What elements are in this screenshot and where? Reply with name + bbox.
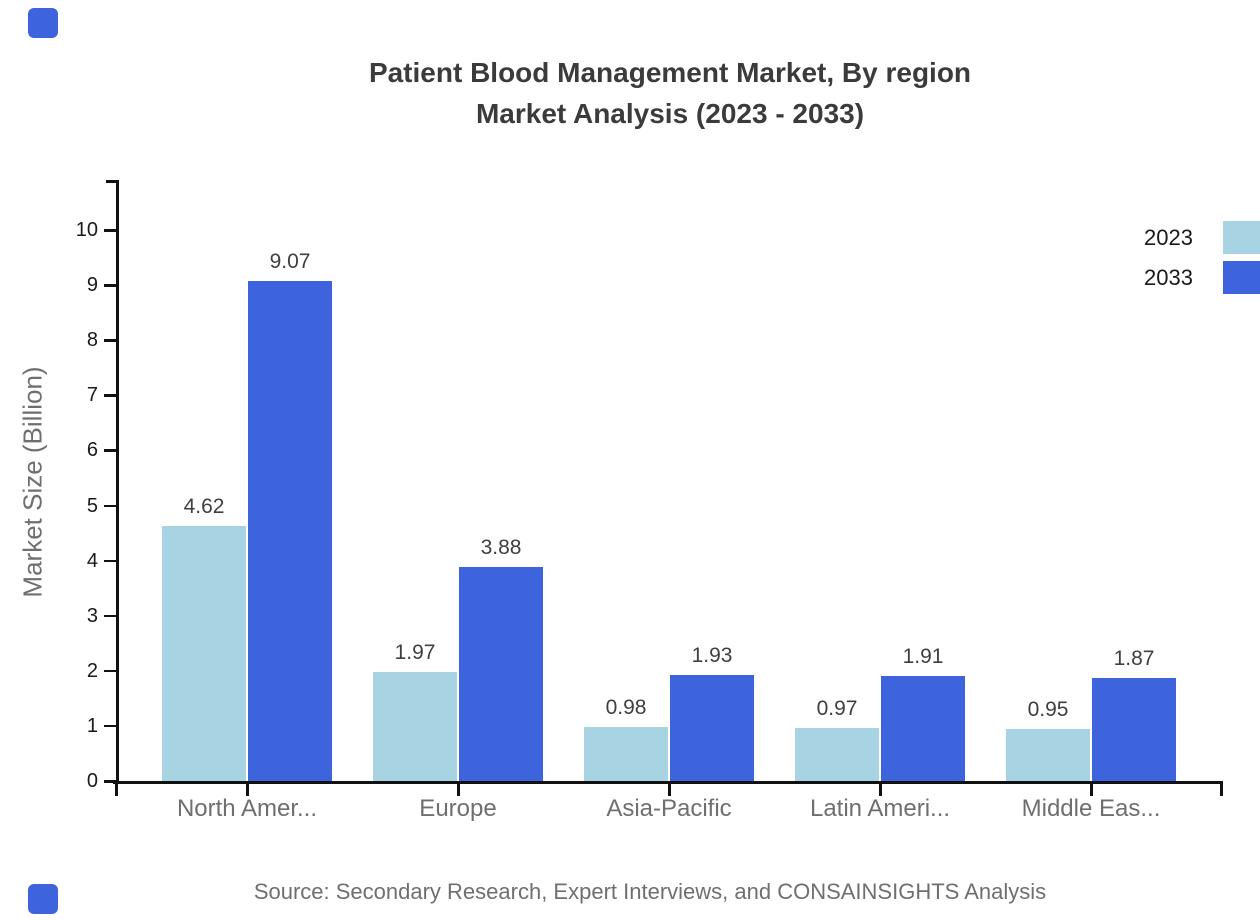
x-axis-category-label: Middle Eas... [1021,795,1161,822]
legend-swatch-2033 [1223,261,1260,294]
x-axis-category-label: Europe [419,795,497,822]
bar-2023 [1006,728,1090,781]
bar-2023 [795,727,879,781]
y-axis-line [116,180,119,784]
x-axis-category-label: Latin Ameri... [809,795,951,822]
legend-label-2033: 2033 [1144,265,1193,290]
y-axis-tick-label: 8 [86,329,98,352]
y-axis-tick [104,449,117,452]
y-axis-tick [104,284,117,287]
bar-2033 [248,281,332,781]
y-axis-tick [104,780,117,783]
source-note: Source: Secondary Research, Expert Inter… [253,879,1047,904]
bar-2033 [1092,677,1176,781]
y-axis-tick-label: 6 [86,439,98,462]
chart-title: Patient Blood Management Market, By regi… [80,52,1260,134]
x-axis-category-tick [668,782,671,796]
y-axis-tick [104,504,117,507]
x-axis-category-tick [457,782,460,796]
bar-value-label: 1.97 [394,641,436,665]
y-axis-tick-label: 9 [86,274,98,297]
bar-2033 [881,675,965,781]
bar-value-label: 0.98 [605,696,647,719]
legend-swatch-2023 [1223,221,1260,254]
y-axis-tick [104,394,117,397]
y-axis-tick-label: 2 [86,659,98,682]
brand-corner-square-top [28,8,58,38]
x-axis-category-tick [1090,782,1093,796]
x-axis-category-tick [879,782,882,796]
chart-title-line1: Patient Blood Management Market, By regi… [368,57,972,88]
bar-2023 [584,727,668,781]
brand-corner-square-bottom [28,884,58,914]
x-axis-start-tick [115,782,118,796]
y-axis-tick-label: 5 [86,494,98,517]
y-axis-tick [104,724,117,728]
bar-value-label: 3.88 [480,536,522,560]
x-axis-category-tick [246,782,249,796]
chart-title-line2: Market Analysis (2023 - 2033) [475,98,865,129]
y-axis-tick [104,559,117,563]
bar-2023 [373,672,457,781]
x-axis-category-label: North Amer... [176,795,318,822]
y-axis-tick-label: 0 [86,770,98,792]
bar-2033 [670,674,754,781]
y-axis-tick [104,339,117,342]
y-axis-tick-label: 7 [86,384,98,407]
y-axis-tick-label: 4 [86,549,98,572]
y-axis-tick [104,614,117,618]
y-axis-end-cap [106,180,119,183]
y-axis-tick-label: 3 [86,604,98,627]
y-axis-tick-label: 10 [75,219,98,241]
bar-value-label: 9.07 [269,250,311,274]
x-axis-end-tick [1220,782,1223,796]
y-axis-tick [104,669,117,673]
bar-2033 [459,567,543,781]
bar-2023 [162,526,246,781]
bar-value-label: 0.97 [816,696,858,720]
bar-value-label: 0.95 [1027,697,1069,721]
y-axis-tick [104,229,117,232]
x-axis-category-label: Asia-Pacific [606,795,732,822]
bar-value-label: 4.62 [183,495,225,519]
legend-label-2023: 2023 [1144,225,1193,250]
bar-value-label: 1.93 [691,643,733,667]
y-axis-tick-label: 1 [86,714,98,737]
bar-value-label: 1.91 [902,644,944,668]
bar-value-label: 1.87 [1113,646,1155,670]
